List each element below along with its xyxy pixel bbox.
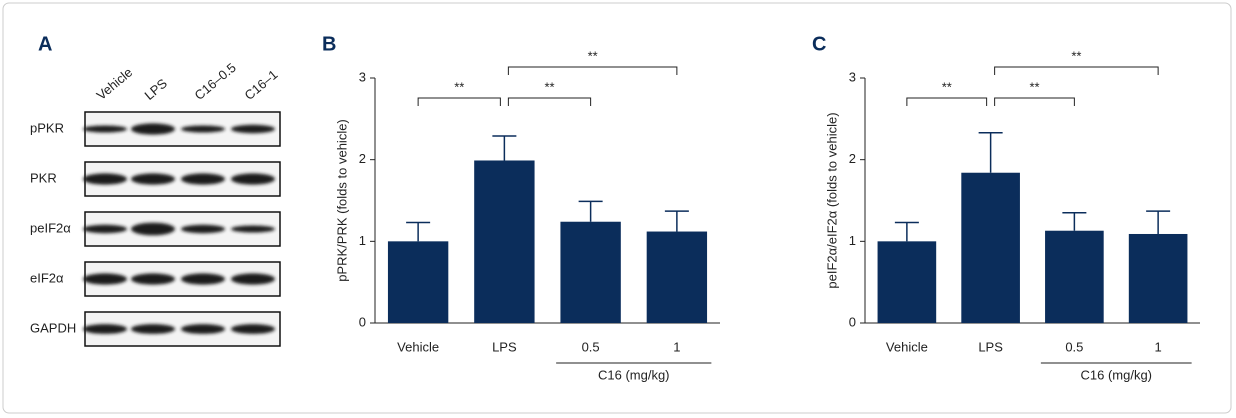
band bbox=[231, 173, 275, 184]
band bbox=[231, 324, 275, 334]
frame bbox=[3, 3, 1231, 413]
band bbox=[181, 324, 225, 334]
y-tick-label: 1 bbox=[359, 233, 366, 248]
x-tick-label: Vehicle bbox=[397, 339, 439, 354]
band bbox=[181, 173, 225, 184]
panel-label: C bbox=[812, 33, 826, 55]
significance-bracket bbox=[508, 67, 677, 75]
x-tick-label: 0.5 bbox=[1065, 339, 1083, 354]
y-tick-label: 0 bbox=[849, 314, 856, 329]
band bbox=[131, 173, 175, 184]
significance-label: ** bbox=[1071, 48, 1081, 63]
y-tick-label: 2 bbox=[359, 151, 366, 166]
band bbox=[231, 273, 275, 284]
band bbox=[181, 225, 225, 233]
row-label: GAPDH bbox=[30, 320, 76, 335]
bar bbox=[647, 232, 707, 323]
significance-bracket bbox=[508, 98, 590, 106]
significance-bracket bbox=[418, 98, 500, 106]
row-label: pPKR bbox=[30, 120, 64, 135]
band bbox=[131, 273, 175, 284]
lane-label: Vehicle bbox=[93, 64, 135, 102]
y-tick-label: 3 bbox=[849, 69, 856, 84]
bar bbox=[560, 222, 620, 323]
band bbox=[181, 126, 225, 133]
lane-label: C16–1 bbox=[241, 67, 280, 103]
significance-label: ** bbox=[942, 79, 952, 94]
bar bbox=[1129, 234, 1188, 323]
figure: A VehicleLPSC16–0.5C16–1pPKRPKRpeIF2αeIF… bbox=[0, 0, 1236, 418]
group-label: C16 (mg/kg) bbox=[598, 367, 670, 382]
significance-bracket bbox=[995, 98, 1075, 106]
y-tick-label: 1 bbox=[849, 233, 856, 248]
lane-label: C16–0.5 bbox=[191, 60, 238, 103]
significance-bracket bbox=[995, 67, 1159, 75]
significance-label: ** bbox=[1029, 79, 1039, 94]
lane-label: LPS bbox=[141, 75, 170, 102]
band bbox=[83, 273, 127, 284]
bar bbox=[388, 241, 448, 323]
row-label: eIF2α bbox=[30, 270, 64, 285]
y-tick-label: 3 bbox=[359, 69, 366, 84]
x-tick-label: LPS bbox=[492, 339, 517, 354]
band bbox=[231, 226, 275, 233]
band bbox=[231, 125, 275, 133]
significance-label: ** bbox=[454, 79, 464, 94]
row-label: peIF2α bbox=[30, 220, 71, 235]
significance-label: ** bbox=[588, 48, 598, 63]
y-tick-label: 2 bbox=[849, 151, 856, 166]
bar bbox=[474, 160, 534, 323]
band bbox=[181, 273, 225, 284]
x-tick-label: 1 bbox=[1155, 339, 1162, 354]
x-tick-label: LPS bbox=[978, 339, 1003, 354]
bar bbox=[961, 173, 1020, 323]
band bbox=[83, 324, 127, 334]
band bbox=[83, 225, 127, 233]
bar bbox=[878, 241, 937, 323]
y-tick-label: 0 bbox=[359, 314, 366, 329]
panel-label: B bbox=[322, 33, 336, 55]
band bbox=[83, 126, 127, 133]
y-axis-label: pPRK/PRK (folds to vehicle) bbox=[334, 119, 349, 282]
band bbox=[131, 324, 175, 334]
x-tick-label: 1 bbox=[673, 339, 680, 354]
row-label: PKR bbox=[30, 170, 57, 185]
significance-label: ** bbox=[544, 79, 554, 94]
band bbox=[131, 223, 175, 236]
band bbox=[83, 173, 127, 184]
y-axis-label: peIF2α/eIF2α (folds to vehicle) bbox=[824, 112, 839, 288]
x-tick-label: 0.5 bbox=[582, 339, 600, 354]
band bbox=[131, 123, 175, 134]
bar bbox=[1045, 231, 1104, 323]
significance-bracket bbox=[907, 98, 987, 106]
group-label: C16 (mg/kg) bbox=[1080, 367, 1152, 382]
x-tick-label: Vehicle bbox=[886, 339, 928, 354]
panel-label: A bbox=[38, 33, 52, 55]
